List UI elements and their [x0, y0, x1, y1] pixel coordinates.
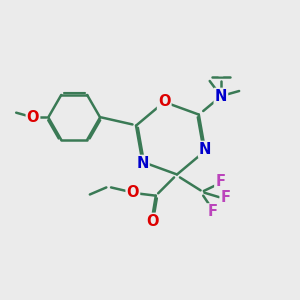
Text: N: N	[199, 142, 211, 157]
Text: N: N	[215, 89, 227, 104]
Text: N: N	[136, 156, 148, 171]
Text: F: F	[220, 190, 231, 205]
Text: F: F	[207, 204, 217, 219]
Text: O: O	[158, 94, 170, 110]
Text: O: O	[127, 185, 139, 200]
Text: O: O	[146, 214, 158, 229]
Text: F: F	[215, 174, 225, 189]
Text: O: O	[27, 110, 39, 125]
